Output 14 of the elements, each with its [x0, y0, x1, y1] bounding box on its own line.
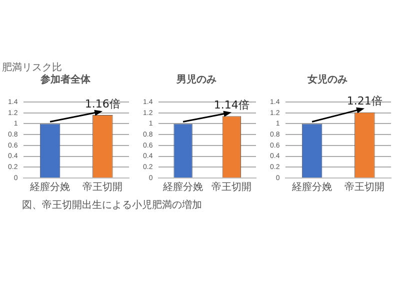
- x-tick-label: 帝王切開: [212, 180, 252, 193]
- x-tick-label: 帝王切開: [344, 180, 385, 193]
- chart-title: 参加者全体: [40, 74, 92, 86]
- x-tick-label: 経膣分娩: [29, 180, 70, 193]
- text: 図、帝王切開出生による小児肥満の増加: [22, 198, 202, 212]
- chart-title: 女児のみ: [306, 74, 348, 86]
- chart-title: 男児のみ: [176, 74, 216, 86]
- annotation: 1.14倍: [214, 98, 250, 112]
- x-tick-label: 経膣分娩: [291, 180, 332, 193]
- x-tick-label: 帝王切開: [82, 180, 123, 193]
- y-axis-title: 肥満リスク比: [2, 62, 62, 74]
- x-tick-label: 経膣分娩: [162, 180, 204, 193]
- annotation: 1.16倍: [84, 97, 120, 110]
- annotation: 1.21倍: [346, 94, 382, 108]
